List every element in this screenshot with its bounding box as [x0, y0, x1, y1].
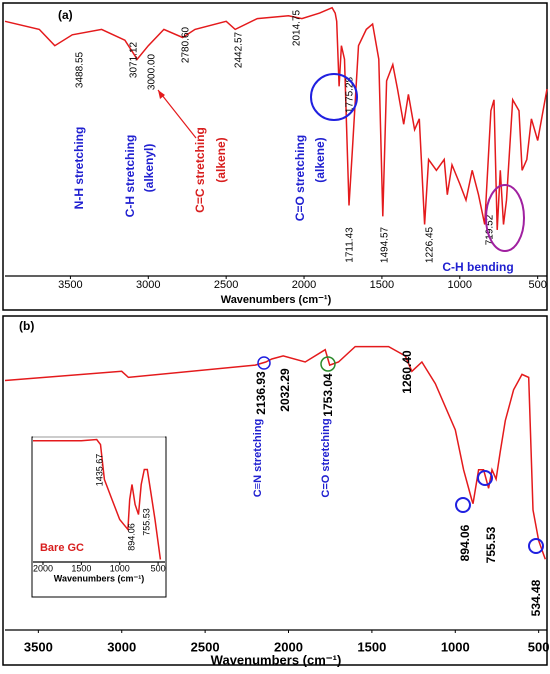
annotation: C≡N stretching [252, 419, 264, 498]
peak-label: 1753.04 [321, 373, 335, 417]
x-tick-label: 500 [528, 279, 546, 291]
x-tick-label: 3000 [107, 639, 136, 654]
spectrum-line [4, 345, 547, 560]
x-tick-label: 2000 [274, 639, 303, 654]
peak-label: 534.48 [529, 579, 543, 616]
highlight-circle [257, 356, 271, 370]
x-tick-label: 2500 [214, 279, 238, 291]
peak-label: 2032.29 [278, 368, 292, 412]
annotation: (alkene) [214, 137, 228, 182]
peak-label: 2014.75 [292, 9, 303, 46]
peak-label: 2136.93 [254, 371, 268, 415]
panel: 3500 3000 2500 2000 1500 1000 500 Wavenumbers (… [4, 6, 548, 306]
highlight-circle [320, 356, 336, 372]
plots: 3500 3000 2500 2000 1500 1000 500 Wavenumbers (… [4, 6, 550, 667]
arrow-head [158, 90, 165, 99]
panel-title: (a) [58, 8, 73, 22]
peak-label: 1494.57 [380, 226, 391, 263]
x-axis-label: Wavenumbers (cm⁻¹) [221, 294, 332, 306]
peak-label: 3488.55 [75, 51, 86, 88]
annotation: Bare GC [40, 542, 84, 554]
x-tick-label: 3000 [136, 279, 160, 291]
peak-label: 3000.00 [147, 53, 158, 90]
panel: 3500 3000 2500 2000 1500 1000 500 Wavenumbers (… [4, 319, 550, 667]
inset-frame [31, 436, 167, 598]
arrow [157, 89, 197, 139]
peak-label: 894.06 [126, 523, 136, 551]
peak-label: 755.53 [141, 508, 151, 536]
annotation: (alkenyl) [142, 144, 156, 193]
peak-label: 755.53 [484, 526, 498, 563]
peak-label: 2780.60 [181, 26, 192, 63]
x-tick-label: 2500 [191, 639, 220, 654]
highlight-circle [455, 497, 471, 513]
x-tick-label: 2000 [33, 563, 53, 573]
panel-title: (b) [19, 319, 34, 333]
panel-frame [2, 315, 548, 666]
x-axis-label: Wavenumbers (cm⁻¹) [54, 573, 144, 583]
annotation: N-H stretching [72, 127, 86, 210]
annotation: C-H bending [442, 260, 513, 274]
annotation: C-H stretching [123, 135, 137, 218]
x-tick-label: 500 [151, 563, 166, 573]
x-tick-label: 3500 [24, 639, 53, 654]
x-tick-label: 1000 [110, 563, 130, 573]
x-tick-label: 1000 [441, 639, 470, 654]
highlight-circle [310, 73, 358, 121]
x-tick-label: 3500 [58, 279, 82, 291]
x-axis-label: Wavenumbers (cm⁻¹) [211, 652, 342, 667]
x-tick-label: 2000 [292, 279, 316, 291]
panel-frame [2, 2, 548, 311]
spectrum-line [4, 6, 548, 230]
peak-label: 2442.57 [234, 31, 245, 68]
annotation: (alkene) [313, 137, 327, 182]
x-tick-label: 1000 [448, 279, 472, 291]
peak-label: 1226.45 [425, 226, 436, 263]
peak-label: 1775.28 [345, 76, 356, 113]
peak-label: 1260.40 [400, 350, 414, 394]
peak-label: 894.06 [458, 524, 472, 561]
annotation: C=C stretching [193, 127, 207, 213]
decorations [157, 73, 544, 554]
peak-label: 1435.67 [94, 454, 104, 487]
highlight-ellipse [485, 184, 525, 252]
peak-label: 719.52 [485, 214, 496, 245]
annotation: C=O stretching [293, 135, 307, 221]
annotation: C=O stretching [320, 418, 332, 497]
x-tick-label: 500 [528, 639, 550, 654]
peak-label: 3071.12 [129, 41, 140, 78]
inset: 2000 1500 1000 500 Wavenumbers (cm⁻¹) 1435.67… [31, 436, 167, 598]
highlight-circle [477, 470, 493, 486]
x-tick-label: 1500 [357, 639, 386, 654]
spectrum-line [33, 438, 162, 560]
highlight-circle [528, 538, 544, 554]
x-tick-label: 1500 [71, 563, 91, 573]
x-tick-label: 1500 [370, 279, 394, 291]
peak-label: 1711.43 [345, 227, 356, 263]
